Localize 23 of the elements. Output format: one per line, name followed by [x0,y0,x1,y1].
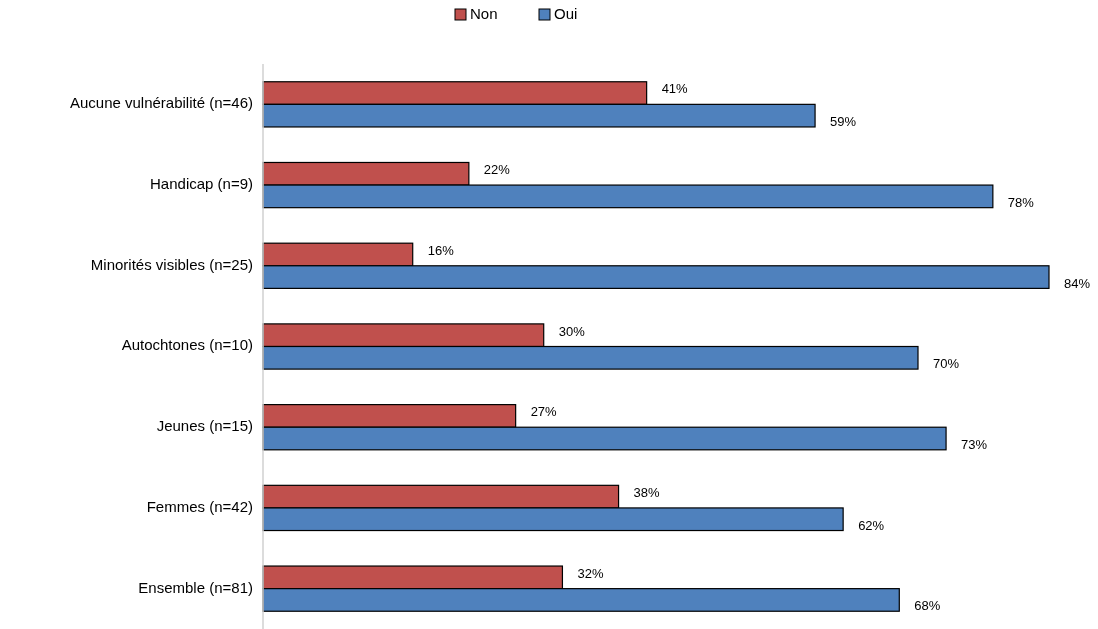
data-label: 32% [577,565,604,581]
y-tick-label: Autochtones (n=10) [121,336,253,354]
data-label: 38% [633,485,661,501]
data-label: 68% [914,598,941,614]
y-tick-label: Ensemble (n=81) [138,578,253,596]
y-tick-label: Jeunes (n=15) [156,417,253,435]
legend-label: Non [470,5,498,22]
data-label: 73% [961,436,988,452]
y-tick-label: Aucune vulnérabilité (n=46) [69,94,253,112]
data-label: 22% [483,162,511,178]
data-label: 30% [558,323,586,339]
data-label: 84% [1064,275,1091,291]
legend-label: Oui [554,5,578,22]
data-label: 16% [427,242,455,258]
data-label: 78% [1007,194,1035,210]
data-label: 27% [530,404,558,420]
y-tick-label: Femmes (n=42) [146,497,253,515]
y-tick-label: Handicap (n=9) [150,175,253,193]
y-tick-label: Minorités visibles (n=25) [90,255,253,273]
data-label: 59% [830,114,857,130]
data-label: 41% [661,81,689,97]
data-label: 62% [858,517,885,533]
data-label: 70% [933,356,960,372]
